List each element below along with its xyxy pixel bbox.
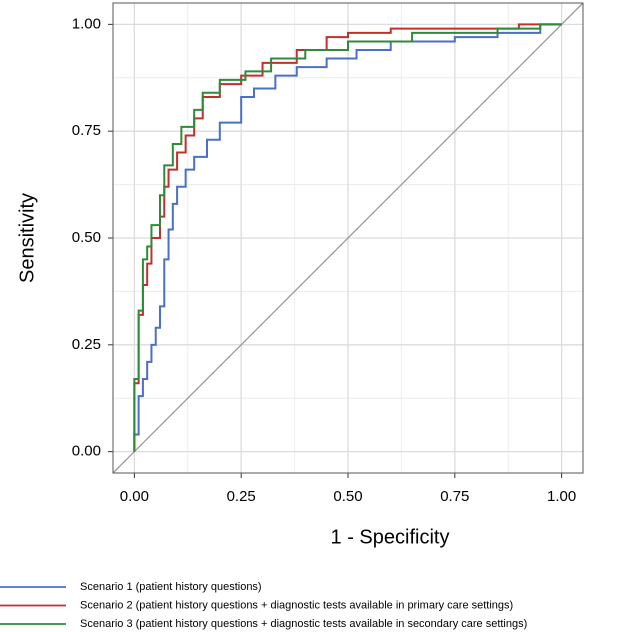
y-tick-label: 1.00 [72,15,101,32]
roc-line [133,23,562,452]
x-tick-label: 0.00 [120,488,149,505]
x-tick-label: 0.50 [333,488,362,505]
y-tick-label: 0.50 [72,229,101,246]
x-tick-label: 1.00 [547,488,576,505]
y-tick-label: 0.00 [72,443,101,460]
x-tick-label: 0.25 [227,488,256,505]
y-axis-title: Sensitivity [16,193,38,283]
legend-label: Scenario 3 (patient history questions + … [80,618,527,630]
reference-line [112,2,584,474]
x-tick-label: 0.75 [440,488,469,505]
x-axis-title: 1 - Specificity [331,526,450,548]
y-tick-label: 0.25 [72,336,101,353]
y-tick-label: 0.75 [72,122,101,139]
legend-label: Scenario 1 (patient history questions) [80,581,262,593]
legend-label: Scenario 2 (patient history questions + … [80,599,513,611]
roc-line [133,23,562,452]
roc-line [133,23,562,452]
plot-frame [112,2,584,474]
